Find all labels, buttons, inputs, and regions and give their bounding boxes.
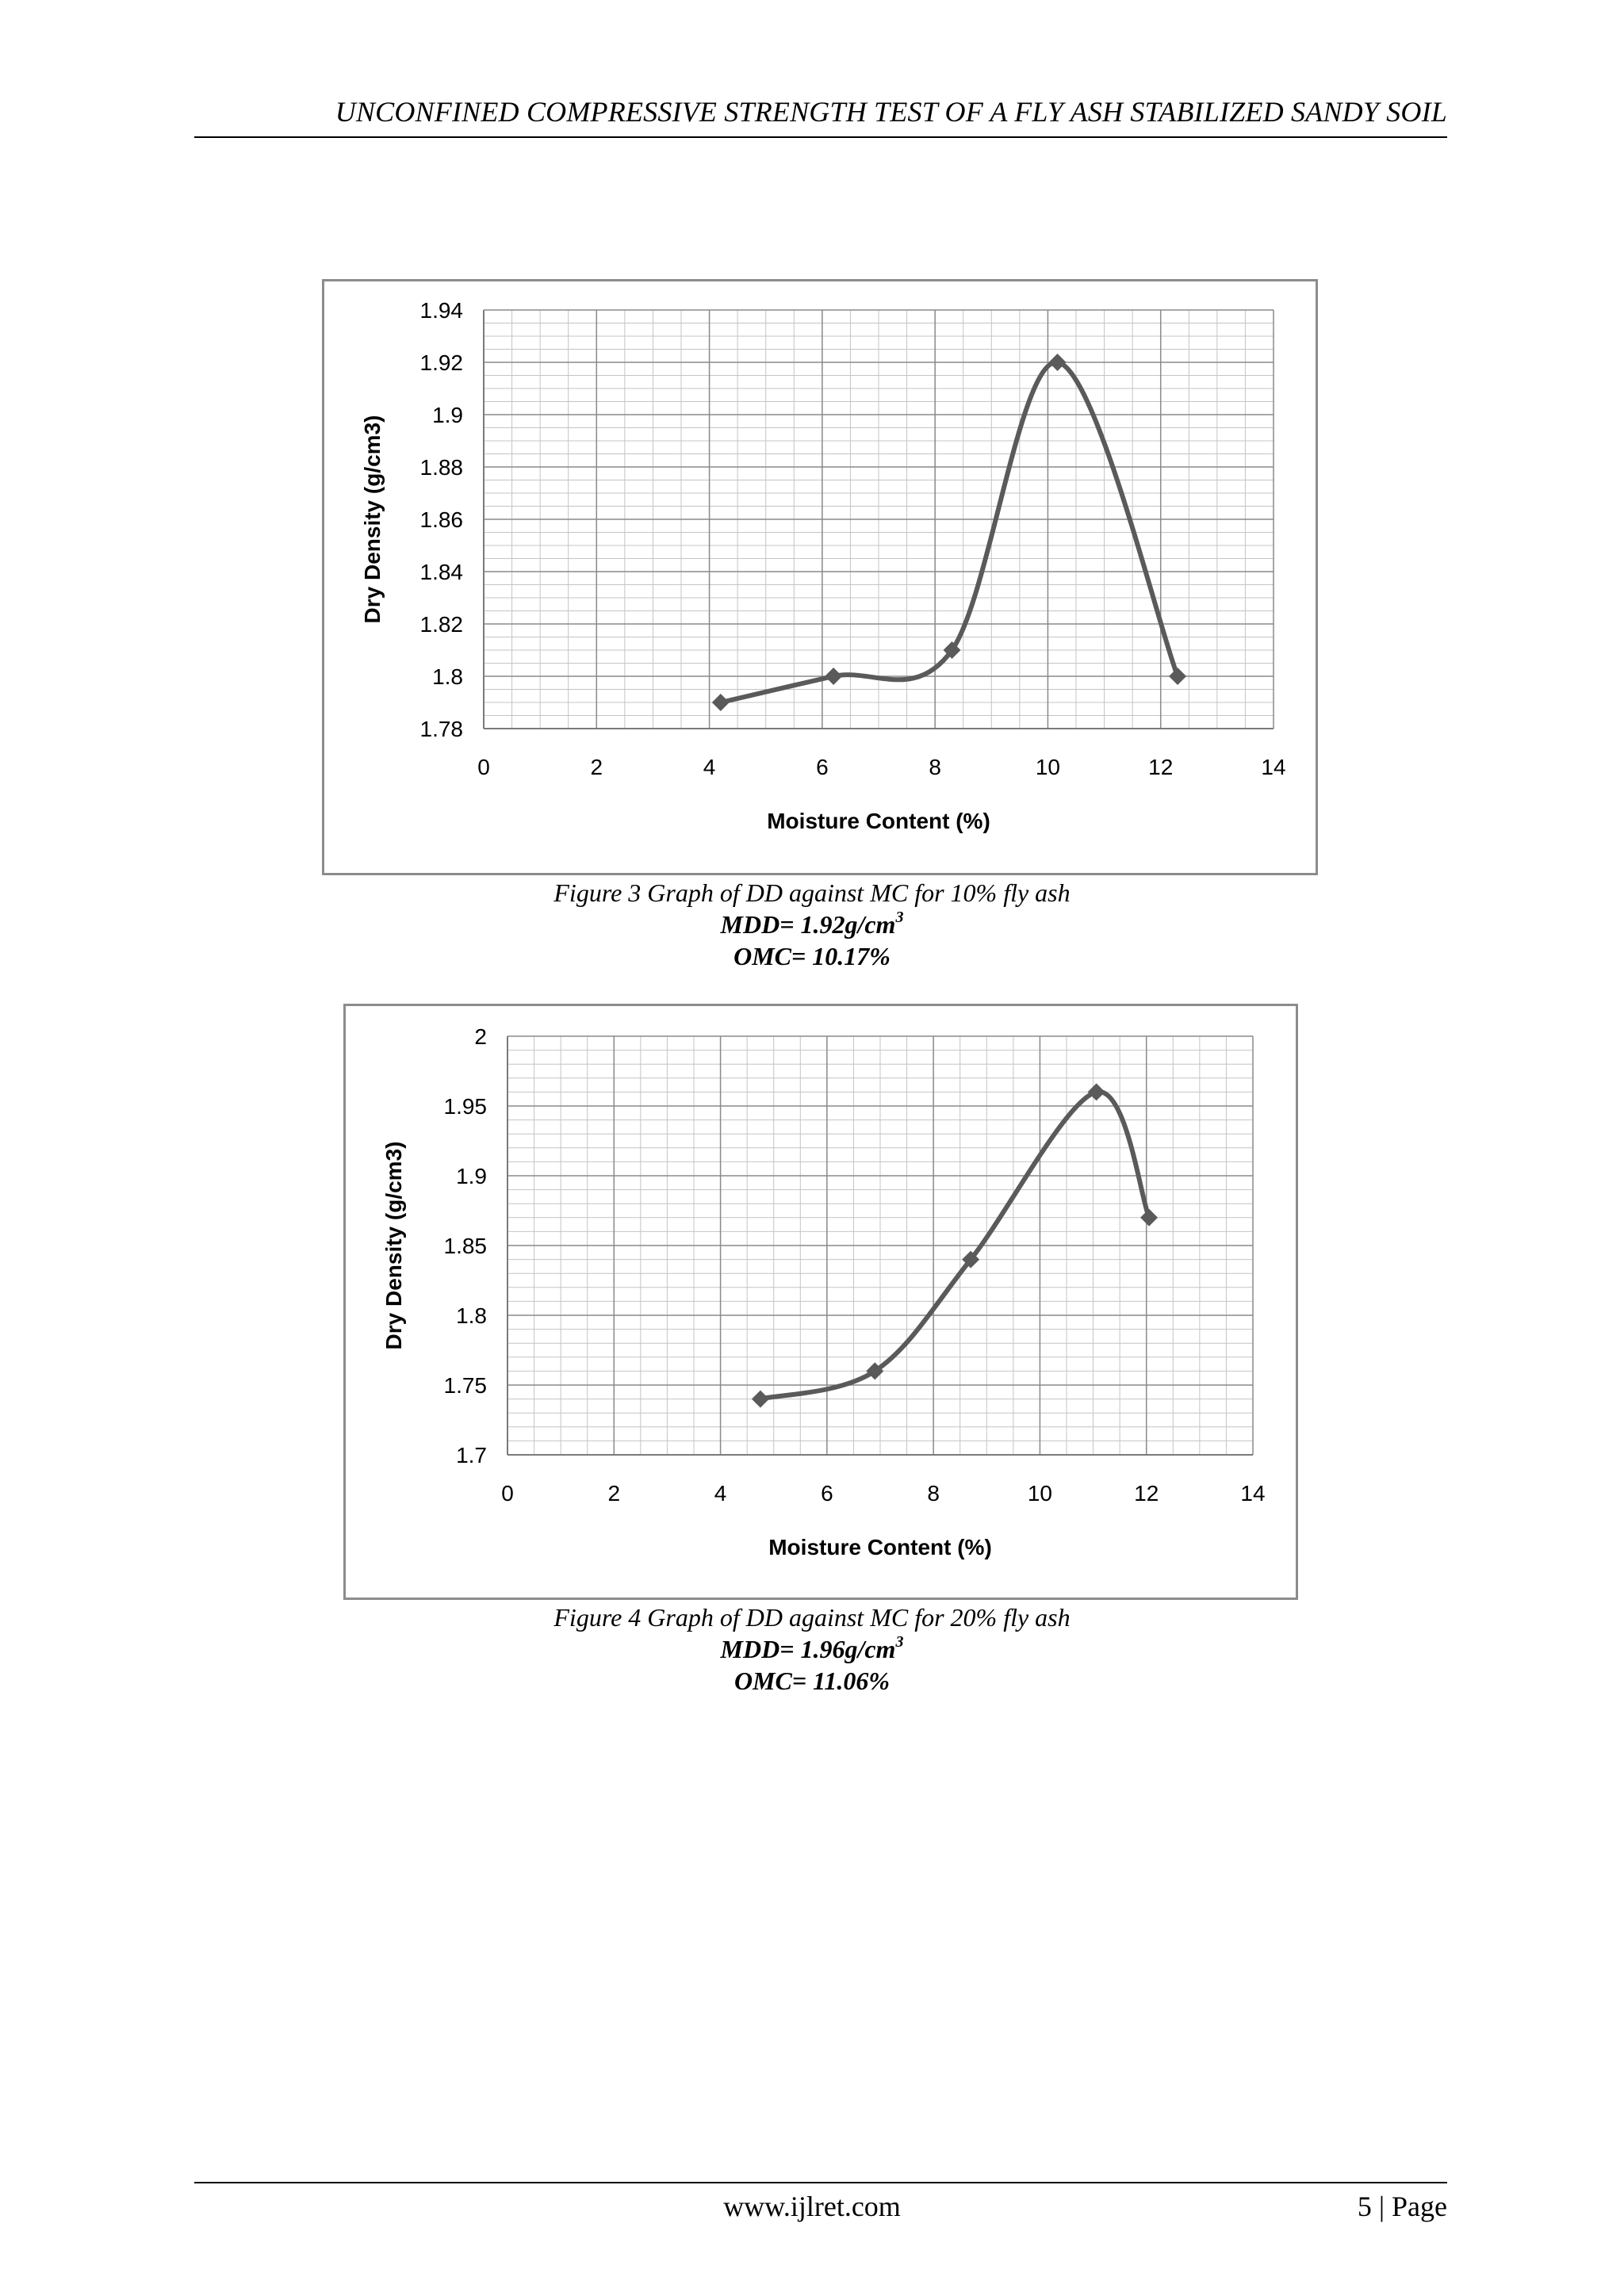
y-tick-label: 1.88 [420, 455, 464, 480]
data-point-marker [825, 668, 843, 685]
x-tick-label: 6 [816, 755, 829, 779]
figure-3-mdd: MDD= 1.92g/cm3 [0, 909, 1624, 940]
running-header: UNCONFINED COMPRESSIVE STRENGTH TEST OF … [335, 96, 1447, 128]
x-tick-label: 8 [929, 755, 941, 779]
x-axis-title: Moisture Content (%) [768, 1535, 992, 1559]
series-line [757, 1089, 1152, 1402]
figure-4-caption: Figure 4 Graph of DD against MC for 20% … [553, 1603, 1071, 1632]
x-axis-title: Moisture Content (%) [767, 809, 990, 833]
x-tick-label: 8 [927, 1481, 940, 1506]
data-point-marker [1048, 354, 1067, 371]
y-tick-label: 1.82 [420, 612, 464, 637]
footer-url: www.ijlret.com [723, 2191, 901, 2222]
figure-3-mdd-exponent: 3 [895, 909, 904, 926]
y-tick-label: 1.8 [432, 664, 463, 689]
y-tick-label: 1.94 [420, 298, 464, 323]
y-tick-label: 1.95 [444, 1094, 488, 1119]
y-tick-label: 1.9 [456, 1164, 487, 1188]
x-tick-label: 10 [1028, 1481, 1052, 1506]
data-point-marker [1140, 1208, 1159, 1226]
x-tick-label: 6 [821, 1481, 833, 1506]
y-axis-title: Dry Density (g/cm3) [381, 1142, 406, 1350]
series-line [718, 360, 1181, 705]
figure-4-mdd-exponent: 3 [895, 1633, 904, 1651]
header-rule [194, 136, 1447, 138]
y-tick-label: 1.8 [456, 1303, 487, 1328]
x-tick-label: 12 [1148, 755, 1173, 779]
data-point-marker [962, 1250, 980, 1269]
x-tick-label: 2 [607, 1481, 620, 1506]
chart-frame-figure-3: 1.78 1.8 1.82 1.84 1.86 1.88 1.9 1.92 1.94 0 2 4 6 8 1… [322, 279, 1318, 875]
data-point-marker [1087, 1083, 1105, 1101]
y-tick-label: 1.78 [420, 717, 464, 741]
data-point-marker [943, 641, 961, 659]
y-tick-label: 1.92 [420, 350, 464, 375]
data-point-marker [711, 694, 730, 711]
x-tick-label: 0 [477, 755, 490, 779]
figure-4-mdd: MDD= 1.96g/cm3 [0, 1633, 1624, 1665]
page-number: 5 | Page [1357, 2191, 1447, 2222]
chart-figure-3: 1.78 1.8 1.82 1.84 1.86 1.88 1.9 1.92 1.94 0 2 4 6 8 1… [360, 298, 1286, 833]
figure-4-mdd-text: MDD= 1.96g/cm [720, 1635, 896, 1663]
x-tick-label: 0 [501, 1481, 514, 1506]
figure-4-caption-block: Figure 4 Graph of DD against MC for 20% … [0, 1601, 1624, 1697]
y-axis-title: Dry Density (g/cm3) [360, 415, 385, 624]
y-tick-label: 1.7 [456, 1443, 487, 1468]
x-tick-label: 4 [703, 755, 716, 779]
y-tick-label: 2 [474, 1024, 487, 1049]
y-tick-label: 1.86 [420, 507, 464, 532]
y-tick-label: 1.85 [444, 1234, 488, 1258]
figure-3-omc: OMC= 10.17% [733, 942, 891, 970]
y-tick-label: 1.84 [420, 560, 464, 584]
x-tick-label: 2 [590, 755, 603, 779]
y-tick-label: 1.9 [432, 403, 463, 427]
y-tick-label: 1.75 [444, 1373, 488, 1398]
x-tick-label: 12 [1134, 1481, 1159, 1506]
figure-3-mdd-text: MDD= 1.92g/cm [720, 910, 896, 939]
data-point-marker [1169, 668, 1187, 685]
x-tick-label: 4 [714, 1481, 727, 1506]
chart-figure-4: 1.7 1.75 1.8 1.85 1.9 1.95 2 0 2 4 6 8 10 12 14 Moistur… [381, 1024, 1266, 1559]
data-point-marker [866, 1362, 884, 1380]
chart-frame-figure-4: 1.7 1.75 1.8 1.85 1.9 1.95 2 0 2 4 6 8 10 12 14 Moistur… [343, 1004, 1298, 1600]
x-tick-label: 10 [1036, 755, 1060, 779]
x-tick-label: 14 [1261, 755, 1285, 779]
data-point-marker [751, 1390, 769, 1408]
figure-4-omc: OMC= 11.06% [733, 1667, 891, 1695]
figure-3-caption: Figure 3 Graph of DD against MC for 10% … [553, 878, 1071, 907]
figure-3-caption-block: Figure 3 Graph of DD against MC for 10% … [0, 877, 1624, 972]
footer-rule [194, 2182, 1447, 2183]
x-tick-label: 14 [1240, 1481, 1265, 1506]
